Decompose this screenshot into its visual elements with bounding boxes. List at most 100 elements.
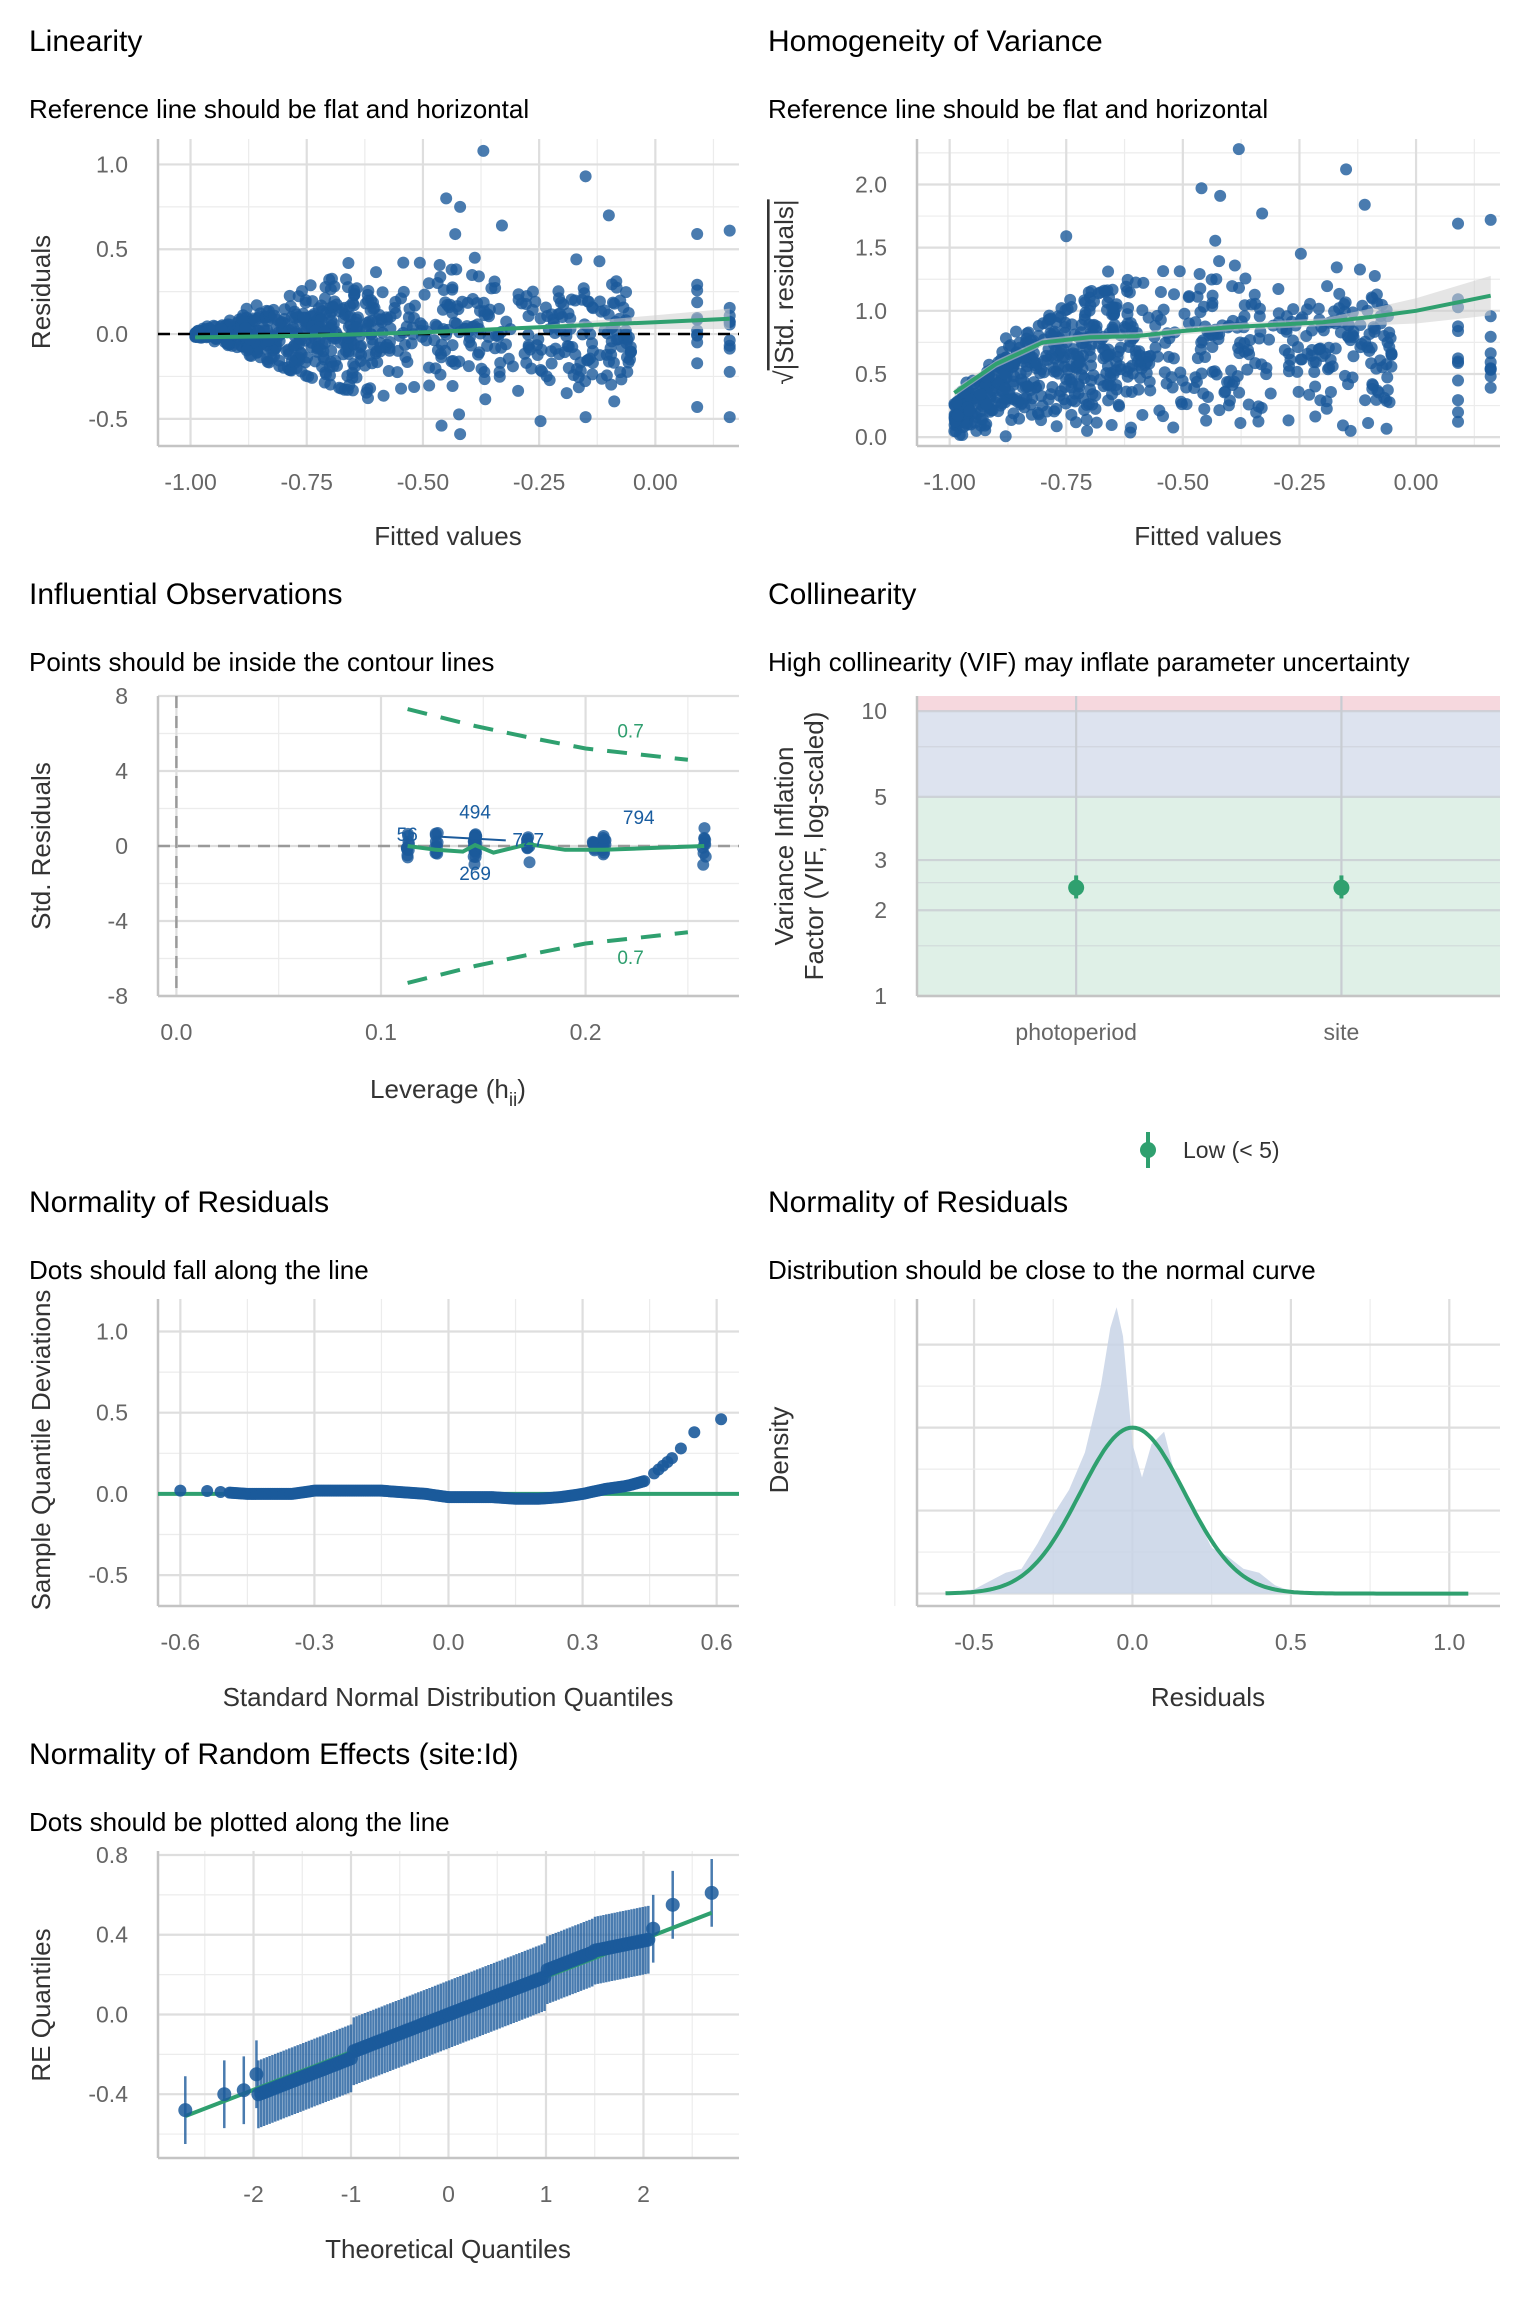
residual-point xyxy=(440,192,453,205)
residual-point xyxy=(362,284,375,297)
residual-point xyxy=(560,387,573,400)
re-point xyxy=(665,1897,680,1912)
std-residual-point xyxy=(1286,334,1299,347)
x-tick-label: -1 xyxy=(341,2181,361,2207)
re-title: Normality of Random Effects (site:Id) xyxy=(29,1738,519,1771)
influential-marks: 0.7 0.7 56 494 727 269 794 xyxy=(158,696,739,996)
density-marks xyxy=(942,1307,1469,1596)
std-residual-point xyxy=(1151,309,1164,322)
residual-point xyxy=(622,356,635,369)
residual-point xyxy=(512,288,525,301)
x-tick-label: -0.5 xyxy=(954,1629,994,1655)
collinearity-subtitle: High collinearity (VIF) may inflate para… xyxy=(768,647,1410,677)
residual-point xyxy=(446,379,459,392)
std-residual-point xyxy=(1336,419,1349,432)
residual-point xyxy=(620,286,633,299)
sqrt-argument: |Std. residuals| xyxy=(769,199,799,370)
collinearity-legend: Low (< 5) xyxy=(1140,1132,1280,1168)
influential-x-ticks: 0.0 0.1 0.2 xyxy=(160,1019,601,1045)
std-residual-point xyxy=(1248,288,1261,301)
qq-point xyxy=(638,1475,651,1488)
std-residual-point xyxy=(1013,336,1026,349)
std-residual-point xyxy=(1260,368,1273,381)
std-residual-point xyxy=(1333,287,1346,300)
qq-residuals-x-ticks: -0.6 -0.3 0.0 0.3 0.6 xyxy=(161,1629,733,1655)
vif-point xyxy=(1068,879,1085,896)
vif-band-low xyxy=(917,796,1500,996)
residual-point xyxy=(512,384,525,397)
std-residual-point xyxy=(1013,412,1026,425)
std-residual-point xyxy=(1303,388,1316,401)
qq-point xyxy=(715,1413,728,1426)
residual-point xyxy=(433,259,446,272)
std-residual-point xyxy=(1107,368,1120,381)
std-residual-point xyxy=(1136,408,1149,421)
residual-point xyxy=(723,365,736,378)
std-residual-point xyxy=(1050,420,1063,433)
residual-point xyxy=(268,309,281,322)
std-residual-point xyxy=(1166,381,1179,394)
point-label: 494 xyxy=(459,802,491,823)
density-area xyxy=(942,1307,1323,1594)
residual-point xyxy=(691,400,704,413)
re-point xyxy=(178,2103,193,2118)
std-residual-point xyxy=(1084,350,1097,363)
residual-point xyxy=(429,318,442,331)
std-residual-point xyxy=(1078,294,1091,307)
residual-point xyxy=(223,314,236,327)
y-tick-label: -0.5 xyxy=(88,406,128,432)
residual-point xyxy=(479,393,492,406)
residual-point xyxy=(292,290,305,303)
residual-point xyxy=(456,295,469,308)
std-residual-point xyxy=(1232,143,1245,156)
std-residual-point xyxy=(1178,307,1191,320)
std-residual-point xyxy=(1175,398,1188,411)
linearity-y-label: Residuals xyxy=(26,235,56,349)
std-residual-point xyxy=(1011,396,1024,409)
re-point xyxy=(704,1885,719,1900)
std-residual-point xyxy=(1314,394,1327,407)
residual-point xyxy=(569,294,582,307)
std-residual-point xyxy=(1342,378,1355,391)
std-residual-point xyxy=(1078,372,1091,385)
x-tick-label: 0.00 xyxy=(633,469,678,495)
re-subtitle: Dots should be plotted along the line xyxy=(29,1807,450,1837)
std-residual-point xyxy=(1309,380,1322,393)
residual-point xyxy=(587,302,600,315)
y-tick-label: 1.5 xyxy=(855,235,887,261)
std-residual-point xyxy=(1046,381,1059,394)
residual-point xyxy=(348,287,361,300)
x-tick-label: -1.00 xyxy=(923,469,975,495)
std-residual-point xyxy=(1238,345,1251,358)
residual-point xyxy=(215,323,228,336)
qq-point xyxy=(174,1484,187,1497)
residual-point xyxy=(532,333,545,346)
std-residual-point xyxy=(1059,397,1072,410)
std-residual-point xyxy=(1228,375,1241,388)
x-tick-label: -0.50 xyxy=(397,469,449,495)
std-residual-point xyxy=(1324,386,1337,399)
leverage-point xyxy=(523,856,536,869)
x-tick-label: -0.25 xyxy=(513,469,565,495)
residual-point xyxy=(472,270,485,283)
residual-point xyxy=(312,302,325,315)
std-residual-point xyxy=(1255,358,1268,371)
qq-residuals-subtitle: Dots should fall along the line xyxy=(29,1255,369,1285)
std-residual-point xyxy=(1078,403,1091,416)
y-tick-label: 1.0 xyxy=(96,1318,128,1344)
residual-point xyxy=(295,347,308,360)
std-residual-point xyxy=(1085,359,1098,372)
residual-point xyxy=(240,302,253,315)
std-residual-point xyxy=(1143,375,1156,388)
qq-random-effects-panel: Normality of Random Effects (site:Id) Do… xyxy=(26,1738,739,2264)
std-residual-point xyxy=(1363,327,1376,340)
residual-point xyxy=(311,345,324,358)
std-residual-point xyxy=(1120,280,1133,293)
residual-point xyxy=(579,411,592,424)
std-residual-point xyxy=(1329,342,1342,355)
residual-point xyxy=(454,428,467,441)
collinearity-marks xyxy=(1068,875,1350,899)
smooth-line xyxy=(407,842,705,855)
re-point xyxy=(249,2067,264,2082)
influential-title: Influential Observations xyxy=(29,578,343,611)
